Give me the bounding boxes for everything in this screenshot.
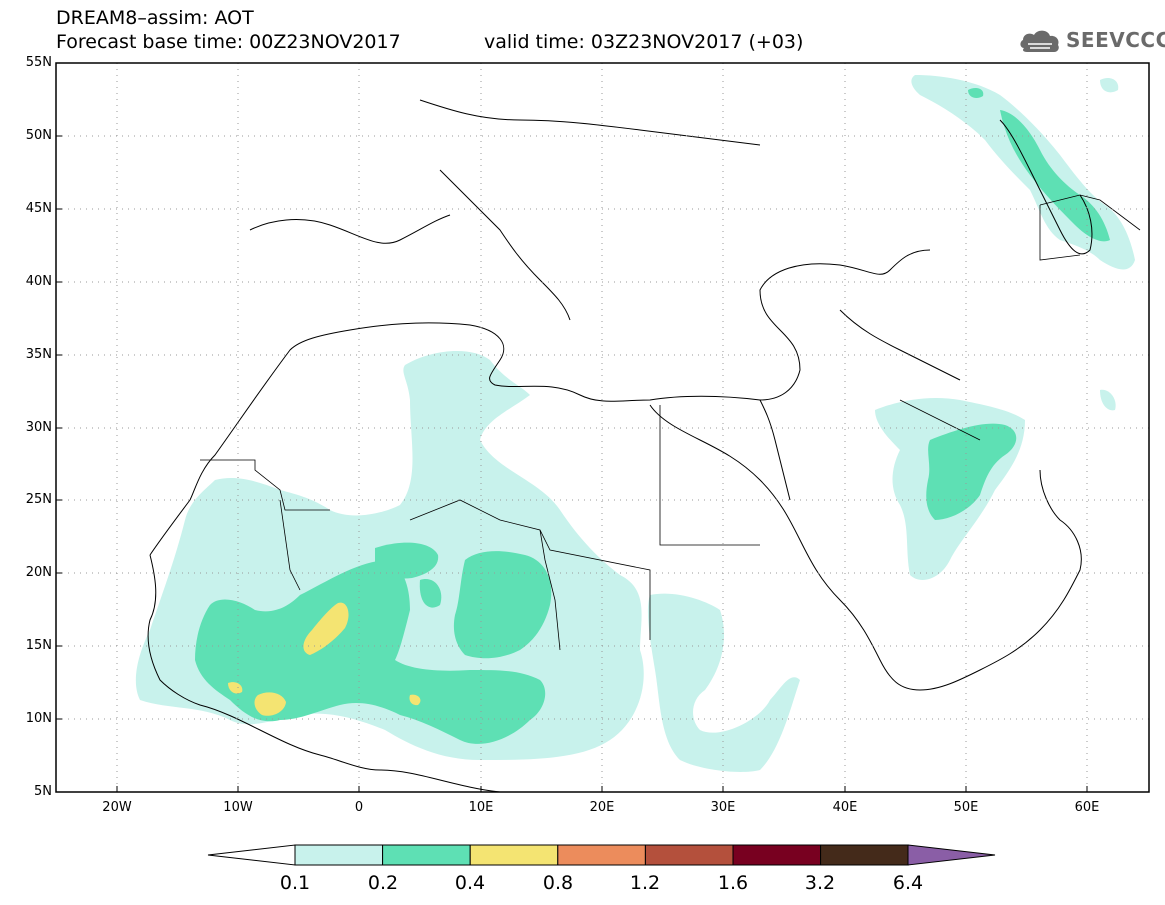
lat-label: 45N (25, 201, 52, 216)
map-grid (56, 63, 1149, 792)
lat-label: 50N (25, 128, 52, 143)
lat-label: 20N (25, 565, 52, 580)
forecast-base-time: Forecast base time: 00Z23NOV2017 (56, 31, 401, 53)
colorbar-label: 6.4 (892, 872, 924, 894)
colorbar-high-arrow (907, 844, 996, 866)
lon-label: 10E (468, 800, 494, 815)
colorbar-label: 0.1 (279, 872, 311, 894)
colorbar-segment (469, 844, 559, 866)
lat-label: 35N (25, 347, 52, 362)
colorbar-label: 0.2 (367, 872, 399, 894)
lat-label: 15N (25, 638, 52, 653)
lat-label: 25N (25, 492, 52, 507)
country-borders (200, 194, 1141, 651)
lat-label: 10N (25, 711, 52, 726)
coastlines (147, 99, 1093, 792)
colorbar-label: 0.4 (454, 872, 486, 894)
colorbar-segment (644, 844, 734, 866)
lon-label: 10W (223, 800, 253, 815)
logo-text: SEEVCCC (1066, 28, 1165, 52)
colorbar-label: 0.8 (542, 872, 574, 894)
colorbar-low-arrow (207, 844, 296, 866)
lon-label: 20E (589, 800, 615, 815)
lon-label: 0 (354, 800, 364, 815)
colorbar-label: 1.2 (629, 872, 661, 894)
lon-label: 50E (953, 800, 979, 815)
lon-label: 40E (832, 800, 858, 815)
cloud-icon (1020, 30, 1059, 52)
colorbar-label: 1.6 (717, 872, 749, 894)
lon-label: 20W (102, 800, 132, 815)
lon-label: 60E (1074, 800, 1100, 815)
lat-label: 30N (25, 420, 52, 435)
map-title: DREAM8–assim: AOT (56, 7, 254, 29)
axis-ticks (56, 135, 1088, 792)
colorbar-segment (732, 844, 822, 866)
colorbar (207, 844, 996, 866)
lat-label: 55N (25, 55, 52, 70)
lon-label: 30E (710, 800, 736, 815)
colorbar-segment (820, 844, 909, 866)
colorbar-segment (382, 844, 471, 866)
aot-layer-0.4 (228, 602, 421, 716)
colorbar-label: 3.2 (804, 872, 836, 894)
colorbar-segments (294, 844, 909, 866)
lat-label: 5N (34, 784, 52, 799)
valid-time: valid time: 03Z23NOV2017 (+03) (484, 31, 804, 53)
colorbar-segment (294, 844, 384, 866)
lat-label: 40N (25, 274, 52, 289)
colorbar-segment (557, 844, 646, 866)
